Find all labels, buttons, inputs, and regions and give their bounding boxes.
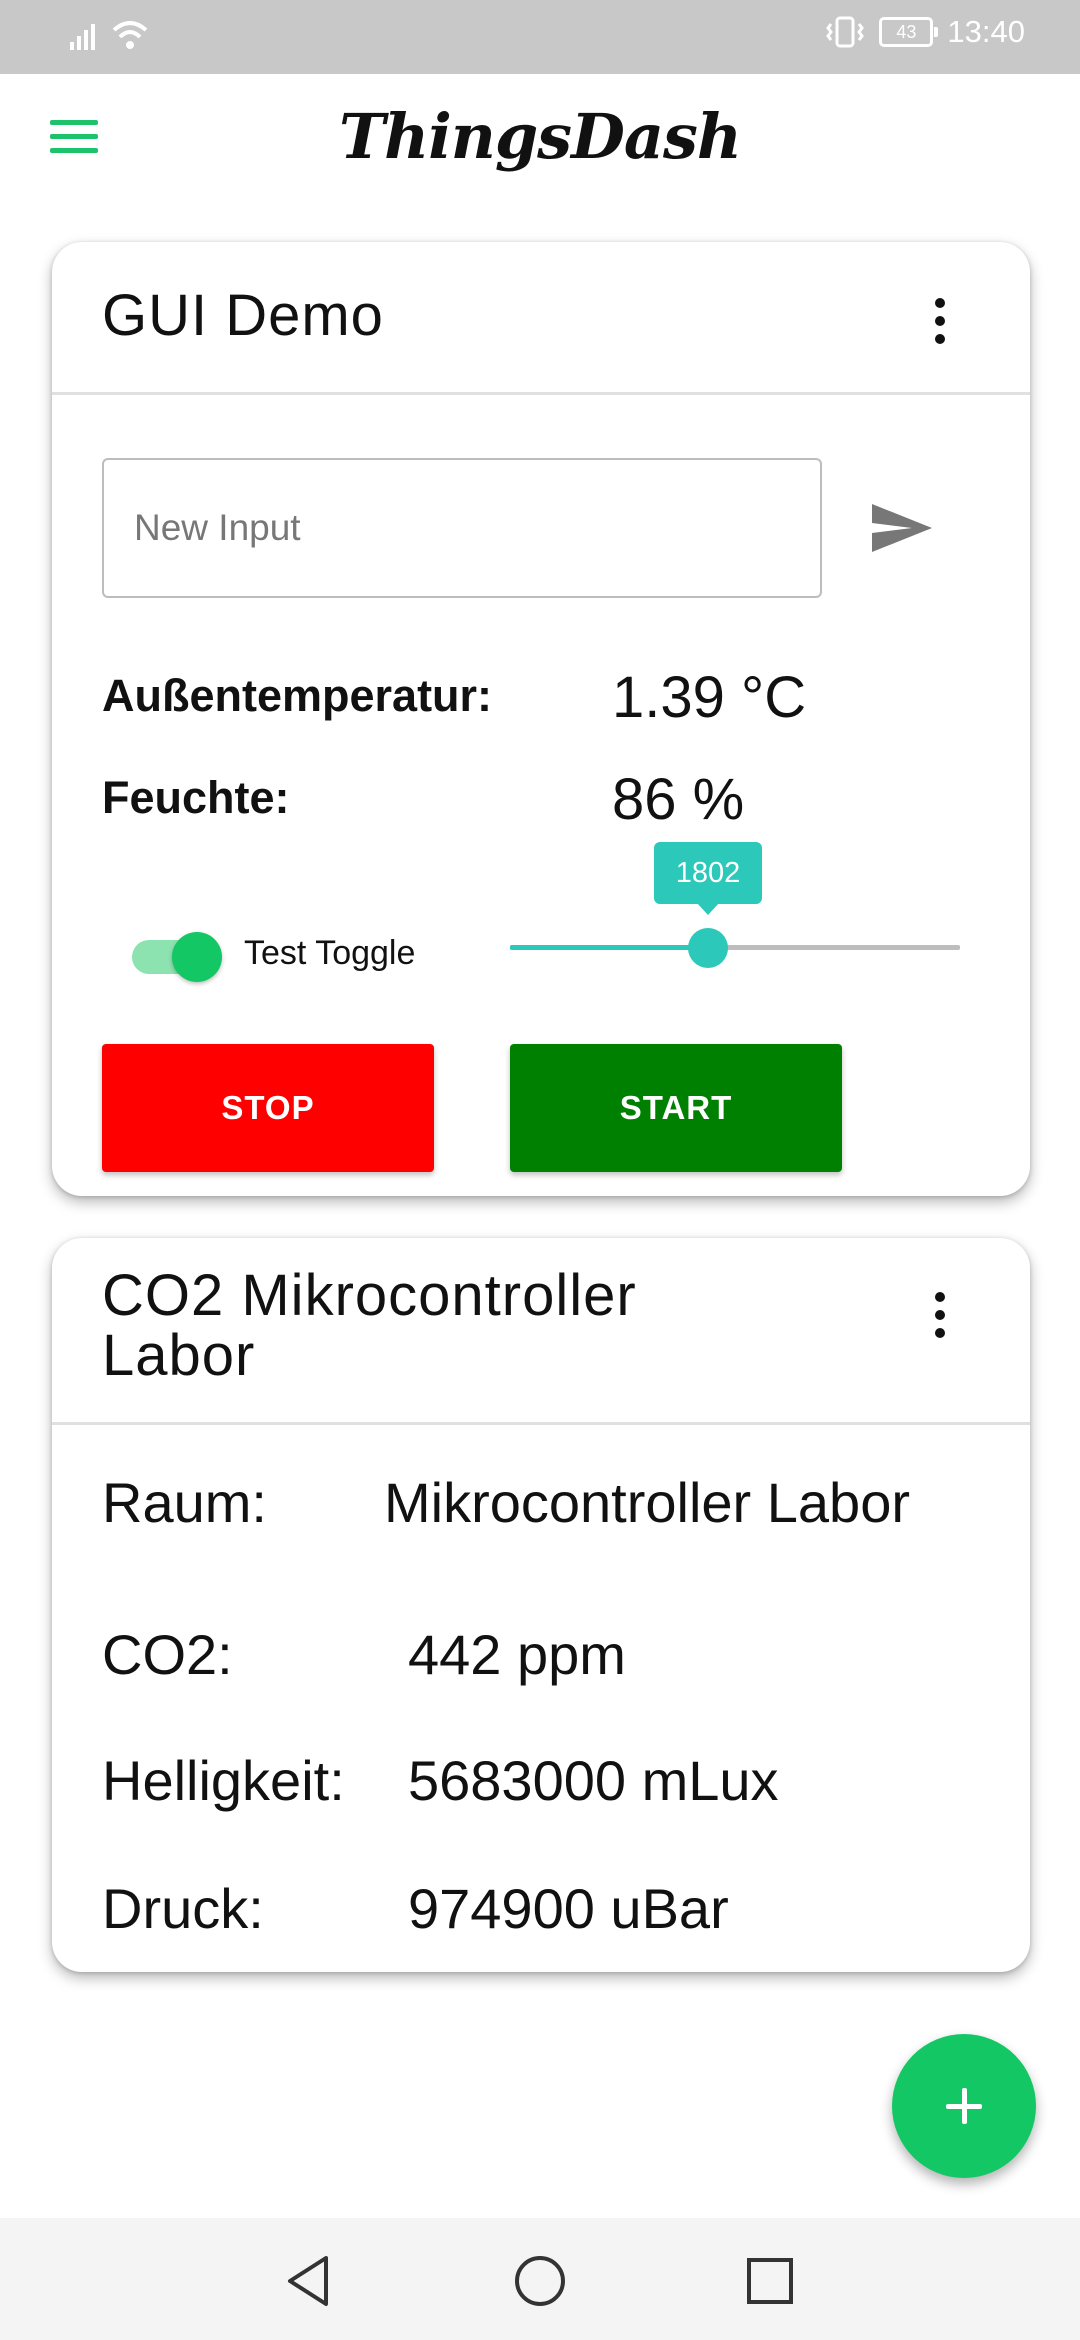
- battery-icon: 43: [879, 17, 939, 47]
- signal-icon: [70, 24, 95, 50]
- reading-value-humidity: 86 %: [612, 767, 745, 832]
- brightness-label: Helligkeit:: [102, 1749, 345, 1812]
- card-header: GUI Demo: [52, 242, 1030, 395]
- more-options-icon[interactable]: [930, 1292, 950, 1346]
- new-input-field-container: [102, 458, 822, 598]
- card-title-line1: CO2 Mikrocontroller: [102, 1263, 637, 1328]
- plus-icon-vertical: [962, 2088, 967, 2124]
- room-label: Raum:: [102, 1471, 267, 1534]
- home-icon[interactable]: [510, 2254, 570, 2308]
- back-icon[interactable]: [280, 2254, 340, 2308]
- card-header: CO2 Mikrocontroller Labor: [52, 1238, 1030, 1425]
- brightness-value: 5683000 mLux: [408, 1749, 779, 1812]
- slider-thumb[interactable]: [688, 928, 728, 968]
- reading-label-humidity: Feuchte:: [102, 772, 290, 823]
- status-left: [70, 18, 150, 50]
- more-options-icon[interactable]: [930, 298, 950, 352]
- stop-button[interactable]: STOP: [102, 1044, 434, 1172]
- room-value: Mikrocontroller Labor: [384, 1471, 910, 1534]
- reading-value-temperature: 1.39 °C: [612, 665, 807, 730]
- app-title: ThingsDash: [338, 100, 742, 173]
- co2-label: CO2:: [102, 1623, 233, 1686]
- send-icon[interactable]: [870, 502, 934, 554]
- app-bar: ThingsDash: [0, 74, 1080, 214]
- recents-icon[interactable]: [740, 2254, 800, 2308]
- toggle-thumb: [172, 932, 222, 982]
- add-button[interactable]: [892, 2034, 1036, 2178]
- slider-fill: [510, 945, 708, 950]
- card-gui-demo: GUI Demo Außentemperatur: 1.39 °C Feucht…: [52, 242, 1030, 1196]
- pressure-value: 974900 uBar: [408, 1877, 729, 1940]
- card-title-line2: Labor: [102, 1323, 256, 1388]
- vibrate-icon: [826, 16, 865, 48]
- clock: 13:40: [947, 14, 1025, 49]
- wifi-icon: [112, 21, 148, 49]
- status-bar: 43 13:40: [0, 0, 1080, 74]
- start-button[interactable]: START: [510, 1044, 842, 1172]
- card-title: CO2 Mikrocontroller Labor: [102, 1266, 637, 1386]
- slider-rail: [510, 945, 960, 950]
- system-nav-bar: [0, 2218, 1080, 2340]
- new-input-field[interactable]: [104, 460, 820, 596]
- status-right: 43 13:40: [825, 14, 1025, 50]
- hamburger-menu-icon[interactable]: [50, 120, 98, 160]
- pressure-label: Druck:: [102, 1877, 264, 1940]
- card-title: GUI Demo: [102, 283, 384, 348]
- toggle-label: Test Toggle: [244, 934, 416, 972]
- value-slider[interactable]: 1802: [510, 842, 960, 992]
- slider-value-tooltip: 1802: [654, 842, 762, 915]
- test-toggle-switch[interactable]: [132, 932, 222, 982]
- co2-value: 442 ppm: [408, 1623, 626, 1686]
- card-co2-labor: CO2 Mikrocontroller Labor Raum: Mikrocon…: [52, 1238, 1030, 1972]
- reading-label-temperature: Außentemperatur:: [102, 670, 493, 721]
